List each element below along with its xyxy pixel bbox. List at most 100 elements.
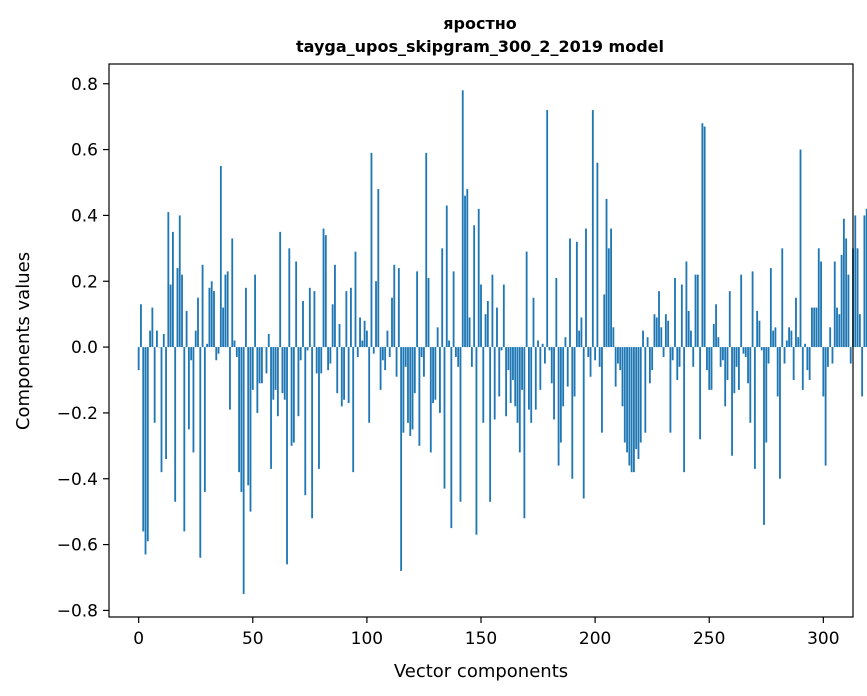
bar (512, 347, 514, 380)
bar (820, 261, 822, 348)
bar (459, 347, 462, 502)
bar (185, 310, 188, 348)
bar (737, 347, 740, 390)
bar (813, 307, 816, 348)
bar (219, 166, 222, 348)
bar (270, 347, 272, 469)
bar (756, 310, 759, 348)
bar (322, 228, 325, 348)
bar (858, 314, 861, 348)
y-tick-label: 0.2 (71, 272, 98, 292)
chart-title-line2: tayga_upos_skipgram_300_2_2019 model (296, 37, 664, 56)
bar (603, 294, 606, 348)
bar (174, 347, 177, 502)
bar (626, 347, 628, 453)
bar (840, 254, 843, 348)
y-axis-ticks: 0.8 0.6 0.4 0.2 0.0 −0.2 −0.4 −0.6 −0.8 (57, 75, 109, 621)
bar (176, 268, 179, 348)
bar (313, 291, 316, 348)
bar (297, 347, 300, 417)
bar (146, 347, 149, 542)
bar (607, 248, 610, 348)
bar (354, 251, 357, 348)
bar (623, 347, 626, 443)
bar (384, 347, 387, 371)
bar (548, 347, 551, 351)
bar (365, 330, 368, 348)
x-axis-label: Vector components (394, 661, 568, 682)
x-tick-label: 0 (133, 629, 144, 649)
bar (744, 347, 747, 357)
bar (197, 297, 199, 348)
bar (356, 347, 359, 357)
x-tick-label: 50 (242, 629, 264, 649)
bar (797, 337, 800, 348)
bar (491, 274, 494, 348)
bar (434, 347, 437, 400)
bar (142, 347, 145, 532)
bar (181, 274, 183, 348)
x-tick-label: 150 (465, 629, 497, 649)
bar (432, 347, 434, 404)
bar (475, 347, 478, 535)
bar (156, 330, 158, 348)
bar (680, 284, 683, 348)
bar (678, 347, 681, 367)
bar (242, 347, 245, 594)
bar (546, 110, 549, 348)
bar (329, 347, 332, 364)
bar (865, 208, 867, 348)
bar (450, 347, 453, 529)
y-tick-label: −0.8 (57, 601, 98, 621)
bar (523, 347, 526, 519)
bar (528, 347, 530, 410)
bar (151, 307, 154, 348)
x-axis-ticks: 0 50 100 150 200 250 300 (133, 617, 840, 649)
bar (863, 215, 866, 348)
y-tick-label: 0.8 (71, 75, 98, 95)
bar (318, 347, 320, 469)
bar (311, 347, 314, 519)
bar (703, 126, 706, 348)
bar (368, 347, 371, 423)
bar (596, 162, 599, 348)
bar (397, 268, 400, 348)
bar (653, 314, 656, 348)
bar (580, 317, 583, 348)
bar (585, 228, 587, 348)
bar (375, 281, 377, 348)
bar (630, 347, 633, 473)
bar (674, 277, 676, 348)
bar (642, 330, 644, 348)
bar (290, 347, 293, 446)
bar (701, 123, 704, 348)
bar (393, 264, 396, 348)
bar (806, 347, 809, 371)
bar (518, 347, 521, 453)
bar (808, 347, 811, 380)
bar (505, 347, 508, 417)
bar (427, 277, 430, 348)
bar (295, 261, 298, 348)
bar (274, 347, 277, 390)
bar (801, 347, 804, 390)
bar (662, 347, 665, 357)
bar (254, 274, 256, 348)
bar (655, 317, 658, 348)
bar (400, 347, 403, 571)
bar (543, 347, 546, 364)
bar (409, 347, 412, 436)
bar (235, 347, 238, 357)
bar (452, 271, 455, 348)
bar (772, 330, 775, 348)
bar (619, 347, 622, 371)
bar (391, 297, 393, 348)
y-tick-label: −0.2 (57, 404, 98, 424)
bar (386, 330, 389, 348)
bar (562, 347, 565, 407)
bar (192, 347, 195, 453)
bar (774, 327, 777, 348)
bar (302, 301, 304, 348)
bar (553, 347, 555, 420)
